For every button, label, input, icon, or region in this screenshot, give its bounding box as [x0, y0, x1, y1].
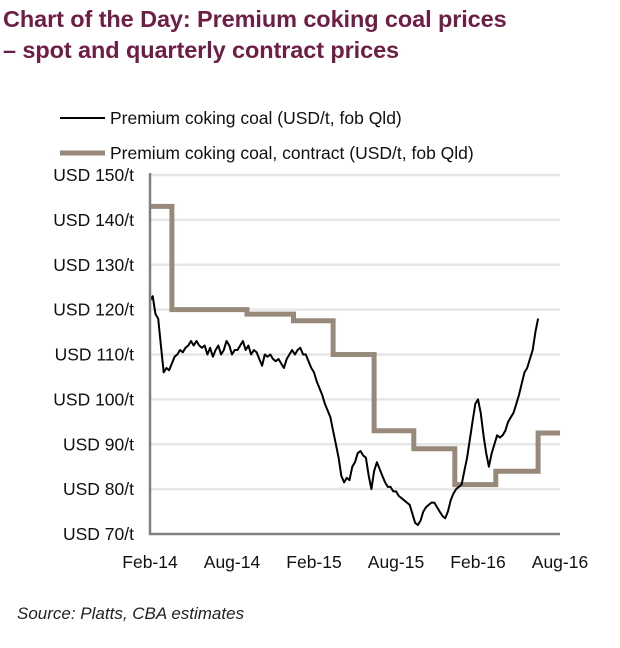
series-layer — [149, 203, 560, 526]
legend: Premium coking coal (USD/t, fob Qld) Prem… — [60, 108, 474, 163]
chart-title: Chart of the Day: Premium coking coal pr… — [3, 4, 507, 66]
x-tick-label: Feb-15 — [286, 552, 341, 572]
chart-title-line-2: – spot and quarterly contract prices — [3, 37, 400, 63]
source-note: Source: Platts, CBA estimates — [17, 604, 245, 623]
x-tick-label: Aug-16 — [532, 552, 588, 572]
x-tick-label: Aug-15 — [368, 552, 424, 572]
legend-label: Premium coking coal, contract (USD/t, fo… — [110, 143, 474, 163]
y-tick-label: USD 110/t — [55, 345, 135, 365]
chart-title-line-1: Chart of the Day: Premium coking coal pr… — [3, 6, 507, 32]
legend-item-contract: Premium coking coal, contract (USD/t, fo… — [60, 143, 474, 163]
y-tick-label: USD 120/t — [53, 300, 134, 320]
y-tick-label: USD 70/t — [63, 524, 134, 544]
x-tick-label: Aug-14 — [204, 552, 261, 572]
y-tick-label: USD 80/t — [63, 479, 134, 499]
legend-label: Premium coking coal (USD/t, fob Qld) — [110, 108, 402, 128]
x-tick-label: Feb-14 — [122, 552, 178, 572]
x-axis-tick-labels: Feb-14 Aug-14 Feb-15 Aug-15 Feb-16 Aug-16 — [122, 552, 588, 572]
y-tick-label: USD 130/t — [53, 255, 134, 275]
gridlines — [150, 173, 560, 491]
y-tick-label: USD 140/t — [53, 210, 134, 230]
series-contract-line — [150, 203, 560, 488]
x-tick-label: Feb-16 — [450, 552, 505, 572]
legend-item-spot: Premium coking coal (USD/t, fob Qld) — [60, 108, 402, 128]
series-spot-line — [149, 295, 540, 526]
y-tick-label: USD 90/t — [63, 434, 134, 454]
y-axis-tick-labels: USD 70/t USD 80/t USD 90/t USD 100/t USD 110… — [53, 165, 134, 544]
y-tick-label: USD 100/t — [53, 389, 134, 409]
y-tick-label: USD 150/t — [53, 165, 134, 185]
